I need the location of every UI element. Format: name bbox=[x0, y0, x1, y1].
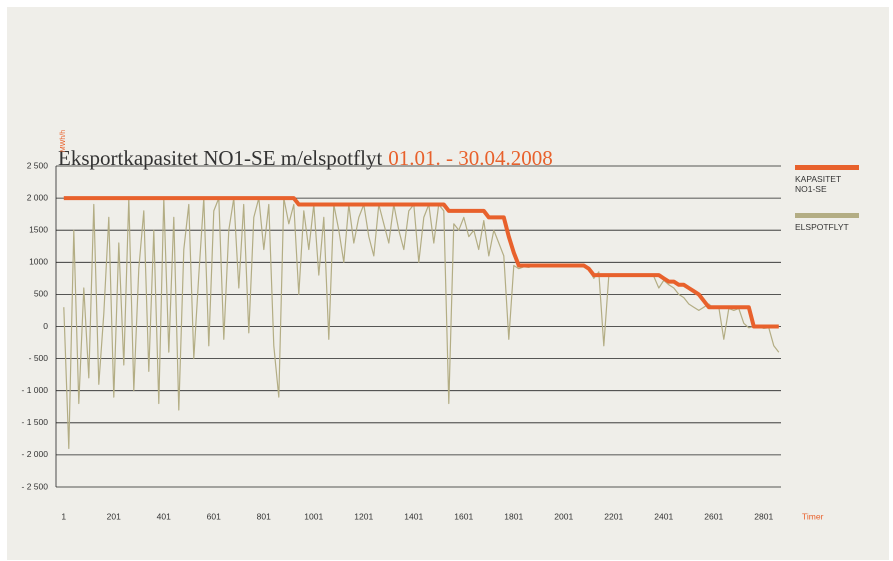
y-tick-label: 2 000 bbox=[27, 192, 49, 202]
y-tick-label: - 1 500 bbox=[22, 417, 49, 427]
y-tick-label: - 1 000 bbox=[22, 385, 49, 395]
x-tick-label: 601 bbox=[207, 511, 221, 521]
x-tick-label: 2201 bbox=[604, 511, 623, 521]
x-axis-label: Timer bbox=[802, 511, 824, 521]
x-tick-label: 1801 bbox=[504, 511, 523, 521]
y-tick-label: 500 bbox=[34, 289, 48, 299]
x-tick-label: 1 bbox=[61, 511, 66, 521]
x-tick-label: 2401 bbox=[654, 511, 673, 521]
x-tick-label: 201 bbox=[107, 511, 121, 521]
y-axis-label: MWh/h bbox=[60, 130, 67, 152]
x-tick-label: 801 bbox=[257, 511, 271, 521]
legend-label: KAPASITET NO1-SE bbox=[795, 174, 841, 194]
x-tick-label: 1001 bbox=[304, 511, 323, 521]
x-tick-label: 2601 bbox=[704, 511, 723, 521]
y-tick-label: 0 bbox=[43, 321, 48, 331]
x-tick-label: 1201 bbox=[354, 511, 373, 521]
x-tick-label: 401 bbox=[157, 511, 171, 521]
series-line bbox=[63, 197, 780, 450]
legend-swatch bbox=[795, 213, 859, 218]
legend-label: ELSPOTFLYT bbox=[795, 222, 849, 232]
y-tick-label: 1500 bbox=[29, 224, 48, 234]
y-tick-label: - 2 500 bbox=[22, 481, 49, 491]
x-tick-label: 2801 bbox=[754, 511, 773, 521]
x-tick-label: 1401 bbox=[404, 511, 423, 521]
y-tick-label: 2 500 bbox=[27, 160, 49, 170]
x-tick-label: 2001 bbox=[554, 511, 573, 521]
series-line bbox=[63, 196, 779, 329]
x-tick-label: 1601 bbox=[454, 511, 473, 521]
legend-swatch bbox=[795, 165, 859, 170]
y-tick-label: - 2 000 bbox=[22, 449, 49, 459]
y-tick-label: - 500 bbox=[29, 353, 49, 363]
y-tick-label: 1000 bbox=[29, 257, 48, 267]
page bbox=[7, 7, 889, 560]
